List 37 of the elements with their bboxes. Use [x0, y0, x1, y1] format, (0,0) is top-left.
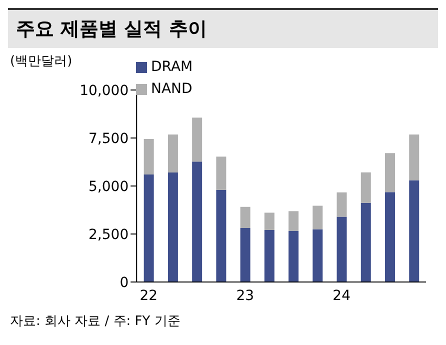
bar	[312, 206, 323, 230]
x-tick-label: 22	[140, 288, 158, 304]
bar	[385, 192, 396, 282]
bar	[192, 162, 202, 282]
bar	[409, 180, 420, 282]
bar	[216, 190, 226, 282]
x-tick-label: 23	[236, 288, 254, 304]
bar	[240, 206, 250, 228]
y-tick-label: 5,000	[88, 178, 129, 195]
bar	[144, 138, 154, 174]
bar	[360, 172, 371, 203]
chart-title: 주요 제품별 실적 추이	[8, 8, 438, 48]
y-axis-title: (백만달러)	[10, 53, 72, 70]
bar	[144, 174, 154, 282]
bar	[288, 211, 299, 231]
bar	[168, 134, 178, 173]
bar	[312, 229, 323, 282]
bar	[264, 212, 274, 230]
y-tick-label: 7,500	[88, 130, 129, 147]
legend-label: DRAM	[151, 59, 193, 75]
bar	[216, 156, 226, 190]
bar	[240, 228, 250, 282]
legend-label: NAND	[151, 81, 192, 97]
y-tick-label: 10,000	[80, 82, 129, 99]
bar	[385, 153, 396, 192]
y-tick-label: 2,500	[88, 226, 129, 243]
y-tick-label: 0	[120, 274, 129, 291]
bar	[264, 230, 274, 282]
bar	[336, 192, 347, 217]
bar	[168, 172, 178, 282]
bar	[360, 202, 371, 282]
x-tick-label: 24	[332, 288, 351, 304]
bar	[192, 118, 202, 162]
bar	[409, 134, 420, 180]
text: 자료: 회사 자료 / 주: FY 기준	[9, 313, 182, 330]
bar	[288, 230, 299, 282]
bar	[336, 216, 347, 282]
